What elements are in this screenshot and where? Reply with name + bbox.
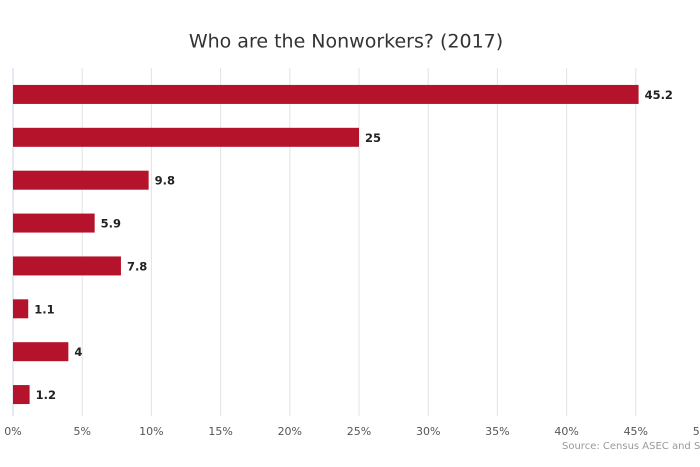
x-tick-label: 50%: [693, 425, 700, 438]
x-tick-label: 35%: [485, 425, 509, 438]
x-tick-label: 5%: [73, 425, 90, 438]
source-note: Source: Census ASEC and SPM: [562, 441, 700, 452]
bar: [13, 385, 30, 405]
x-tick-label: 10%: [139, 425, 163, 438]
value-label: 1.1: [34, 302, 54, 316]
x-tick-label: 25%: [347, 425, 371, 438]
bar: [13, 84, 639, 104]
value-label: 1.2: [36, 388, 56, 402]
value-label: 45.2: [645, 88, 673, 102]
bar: [13, 256, 121, 276]
x-tick-label: 45%: [624, 425, 648, 438]
x-tick-label: 40%: [554, 425, 578, 438]
chart-title: Who are the Nonworkers? (2017): [189, 31, 503, 53]
value-label: 4: [74, 345, 82, 359]
x-tick-label: 15%: [208, 425, 232, 438]
value-label: 25: [365, 131, 381, 145]
x-tick-label: 30%: [416, 425, 440, 438]
value-label: 5.9: [101, 217, 121, 231]
x-tick-label: 20%: [278, 425, 302, 438]
bar: [13, 127, 359, 147]
x-tick-label: 0%: [4, 425, 21, 438]
value-label: 9.8: [155, 174, 175, 188]
bar: [13, 170, 149, 190]
value-label: 7.8: [127, 259, 147, 273]
bar: [13, 213, 95, 233]
bar: [13, 342, 69, 362]
bar: [13, 299, 29, 319]
